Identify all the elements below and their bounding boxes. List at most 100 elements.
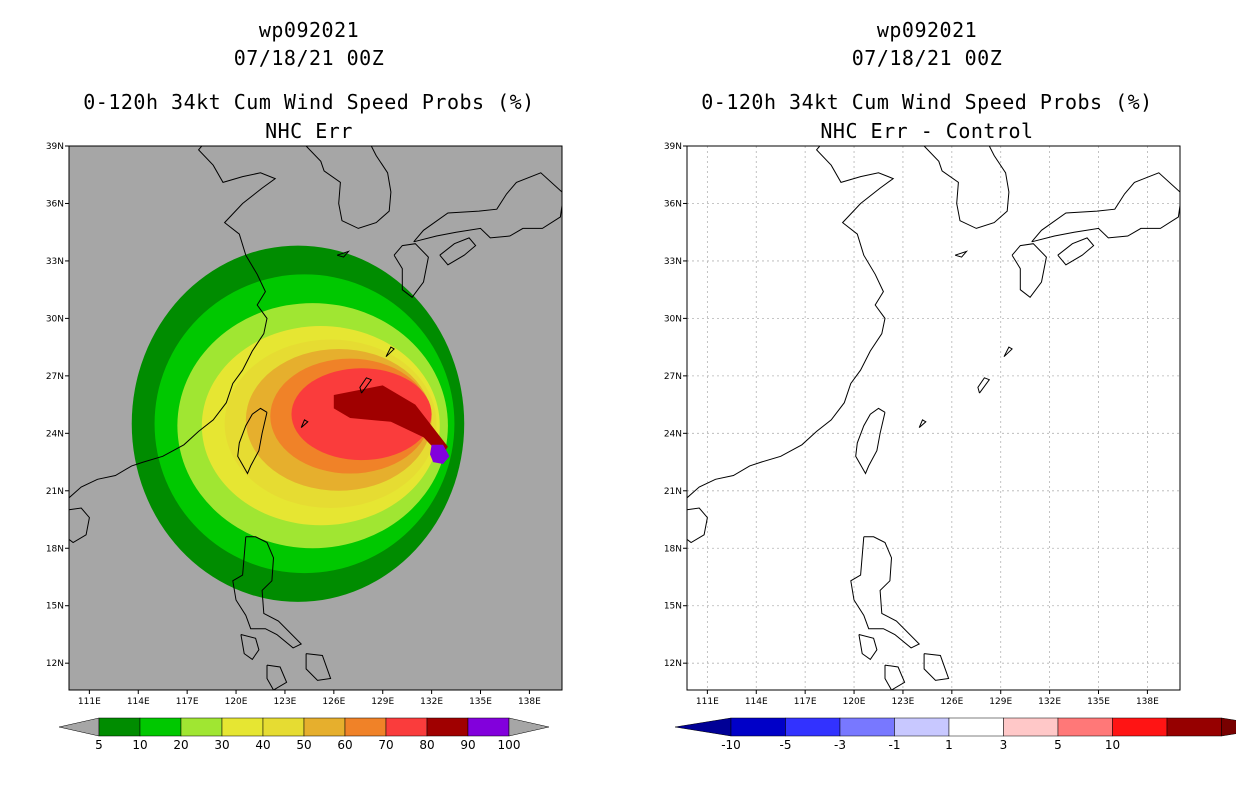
lat-label: 18N <box>664 544 682 554</box>
colorbar-bin <box>98 717 141 737</box>
lat-label: 27N <box>46 372 64 382</box>
coastline-korea <box>305 146 392 229</box>
colorbar-label: 70 <box>378 738 393 752</box>
coastline-jeju <box>336 250 351 258</box>
lon-label: 126E <box>322 697 345 707</box>
colorbar-label: 100 <box>498 738 521 752</box>
colorbar-label: 5 <box>1054 738 1062 752</box>
colorbar-bin <box>344 717 387 737</box>
colorbar-label: 50 <box>296 738 311 752</box>
colorbar-label: 3 <box>1000 738 1008 752</box>
map-frame <box>686 145 1181 691</box>
colorbar-label: -3 <box>834 738 846 752</box>
colorbar-bin <box>180 717 223 737</box>
coastline-ryukyu1 <box>359 377 373 394</box>
coastline-shikoku <box>1057 237 1095 266</box>
colorbar-bin <box>303 717 346 737</box>
coastline-chinaCoast <box>69 146 277 499</box>
colorbar-bin <box>139 717 182 737</box>
coastline-mindoro <box>240 634 260 661</box>
coastline-samar <box>923 653 950 681</box>
lon-label: 135E <box>469 697 492 707</box>
map-background <box>687 146 1180 690</box>
coastline-kyushu <box>393 243 429 299</box>
colorbar-bin <box>948 717 1004 737</box>
colorbar-bin <box>385 717 428 737</box>
lon-label: 129E <box>989 697 1012 707</box>
coastline-panay <box>266 664 288 690</box>
storm-id: wp092021 <box>876 18 978 42</box>
colorbar-bin <box>221 717 264 737</box>
lon-label: 135E <box>1087 697 1110 707</box>
colorbar-label: 40 <box>255 738 270 752</box>
lat-label: 24N <box>46 429 64 439</box>
lat-label: 15N <box>46 602 64 612</box>
colorbar-label: 30 <box>214 738 229 752</box>
product-title: 0-120h 34kt Cum Wind Speed Probs (%) <box>83 90 535 114</box>
lon-label: 120E <box>225 697 248 707</box>
forecast-time: 07/18/21 00Z <box>851 46 1003 70</box>
coastline-taiwan <box>237 407 268 475</box>
lon-label: 126E <box>940 697 963 707</box>
colorbar-bin <box>894 717 950 737</box>
coastline-panay <box>884 664 906 690</box>
colorbar-label: -5 <box>780 738 792 752</box>
colorbar-bin <box>785 717 841 737</box>
coastline-taiwan <box>855 407 886 475</box>
map-frame <box>68 145 563 691</box>
colorbar-bin <box>262 717 305 737</box>
colorbar-label: 1 <box>945 738 953 752</box>
colorbar-over-arrow <box>1221 717 1236 737</box>
coastline-samar <box>305 653 332 681</box>
lon-label: 114E <box>745 697 768 707</box>
coastline-ryukyu3 <box>918 419 927 428</box>
lat-label: 21N <box>664 487 682 497</box>
coastline-hainan <box>69 507 90 544</box>
colorbar-bin <box>730 717 786 737</box>
lat-label: 36N <box>664 199 682 209</box>
coastline-ryukyu2 <box>385 346 395 358</box>
colorbar-bin <box>1057 717 1113 737</box>
colorbar-under-arrow <box>58 717 100 737</box>
lon-label: 111E <box>696 697 719 707</box>
lat-label: 30N <box>664 314 682 324</box>
lon-label: 123E <box>892 697 915 707</box>
lon-label: 123E <box>274 697 297 707</box>
coastline-luzon <box>850 536 921 649</box>
lat-label: 21N <box>46 487 64 497</box>
colorbar-label: 90 <box>460 738 475 752</box>
lat-label: 33N <box>664 257 682 267</box>
colorbar-label: 5 <box>95 738 103 752</box>
lon-label: 138E <box>1136 697 1159 707</box>
coastline-ryukyu3 <box>300 419 309 428</box>
coastline-mindoro <box>858 634 878 661</box>
colorbar-label: 10 <box>1105 738 1120 752</box>
colorbar-under-arrow <box>674 717 732 737</box>
lon-label: 111E <box>78 697 101 707</box>
coastline-shikoku <box>439 237 477 266</box>
storm-id: wp092021 <box>258 18 360 42</box>
coastline-korea <box>923 146 1010 229</box>
prob-contour-9 <box>333 385 448 457</box>
lon-label: 132E <box>1038 697 1061 707</box>
lat-label: 24N <box>664 429 682 439</box>
prob-contour-10 <box>430 444 450 464</box>
coastline-honshu <box>1031 172 1180 243</box>
lat-label: 15N <box>664 602 682 612</box>
lon-label: 117E <box>176 697 199 707</box>
lat-label: 39N <box>664 142 682 152</box>
colorbar-bin <box>467 717 510 737</box>
coastline-ryukyu1 <box>977 377 991 394</box>
product-title: 0-120h 34kt Cum Wind Speed Probs (%) <box>701 90 1153 114</box>
lat-label: 27N <box>664 372 682 382</box>
experiment-label: NHC Err <box>265 119 353 143</box>
lat-label: 36N <box>46 199 64 209</box>
colorbar-label: -1 <box>889 738 901 752</box>
lon-label: 114E <box>127 697 150 707</box>
lon-label: 120E <box>843 697 866 707</box>
probability-map: 39N 36N 33N 30N 27N 24N 21N 18N 15N 12N 111E 114E 11… <box>46 142 563 752</box>
experiment-label: NHC Err - Control <box>820 119 1034 143</box>
lat-label: 18N <box>46 544 64 554</box>
forecast-time: 07/18/21 00Z <box>233 46 385 70</box>
